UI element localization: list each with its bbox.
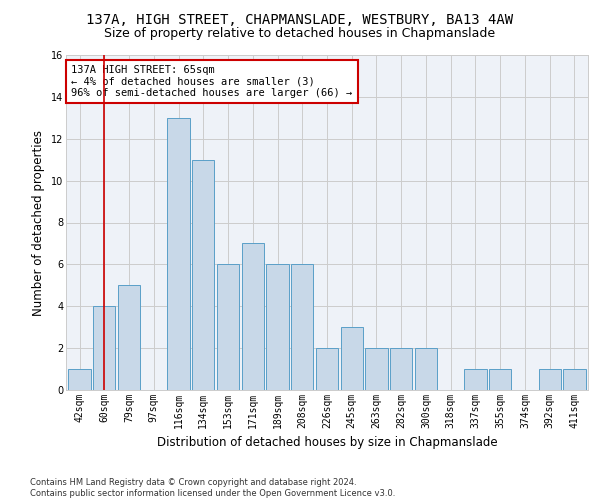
Bar — [316, 348, 338, 390]
Text: Contains HM Land Registry data © Crown copyright and database right 2024.
Contai: Contains HM Land Registry data © Crown c… — [30, 478, 395, 498]
Bar — [93, 306, 115, 390]
Text: 137A HIGH STREET: 65sqm
← 4% of detached houses are smaller (3)
96% of semi-deta: 137A HIGH STREET: 65sqm ← 4% of detached… — [71, 65, 352, 98]
Bar — [365, 348, 388, 390]
Bar — [118, 286, 140, 390]
Bar — [192, 160, 214, 390]
Bar — [291, 264, 313, 390]
Bar — [68, 369, 91, 390]
Bar — [489, 369, 511, 390]
Text: 137A, HIGH STREET, CHAPMANSLADE, WESTBURY, BA13 4AW: 137A, HIGH STREET, CHAPMANSLADE, WESTBUR… — [86, 12, 514, 26]
Bar — [415, 348, 437, 390]
Bar — [341, 327, 363, 390]
Bar — [539, 369, 561, 390]
Text: Size of property relative to detached houses in Chapmanslade: Size of property relative to detached ho… — [104, 28, 496, 40]
Bar — [563, 369, 586, 390]
Bar — [266, 264, 289, 390]
Bar — [390, 348, 412, 390]
Bar — [242, 244, 264, 390]
Bar — [217, 264, 239, 390]
X-axis label: Distribution of detached houses by size in Chapmanslade: Distribution of detached houses by size … — [157, 436, 497, 450]
Bar — [464, 369, 487, 390]
Y-axis label: Number of detached properties: Number of detached properties — [32, 130, 45, 316]
Bar — [167, 118, 190, 390]
